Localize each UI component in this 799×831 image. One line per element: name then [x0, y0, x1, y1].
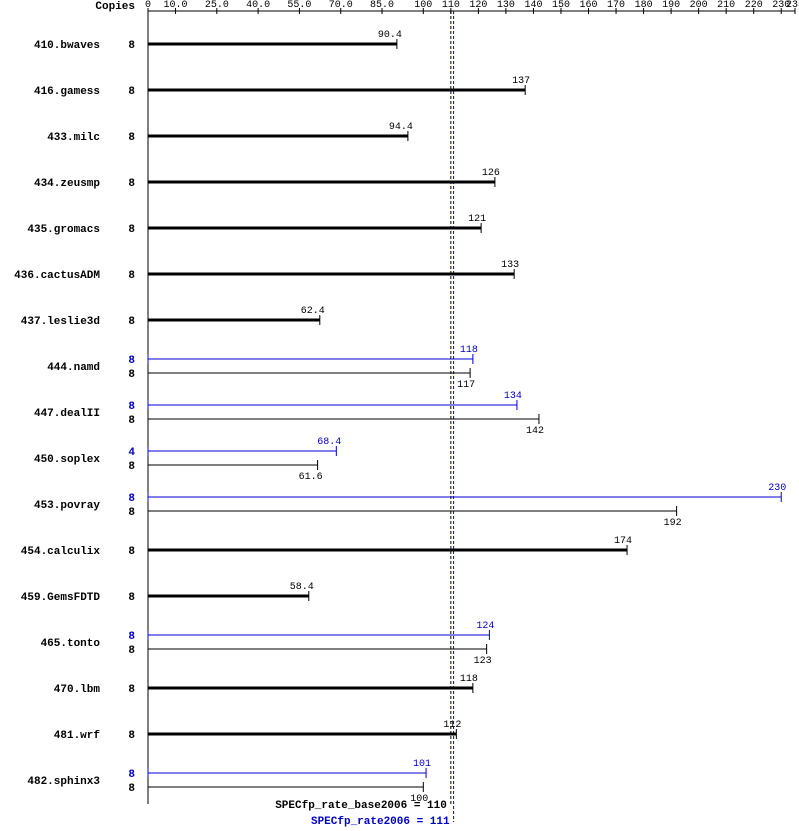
bar-value-label: 137	[512, 76, 530, 87]
bar-value-label: 121	[468, 214, 486, 225]
benchmark-label: 450.soplex	[34, 454, 100, 466]
bar-value-label: 124	[476, 621, 494, 632]
copies-value: 8	[128, 86, 135, 98]
axis-tick-label: 25.0	[205, 0, 229, 11]
copies-value: 8	[128, 224, 135, 236]
benchmark-label: 436.cactusADM	[14, 270, 100, 282]
axis-tick-label: 120	[469, 0, 487, 11]
benchmark-label: 444.namd	[47, 362, 100, 374]
bar-value-label: 134	[504, 391, 522, 402]
axis-tick-label: 200	[690, 0, 708, 11]
benchmark-label: 465.tonto	[41, 638, 101, 650]
peak-reference-label: SPECfp_rate2006 = 111	[311, 816, 450, 828]
axis-tick-label: 220	[745, 0, 763, 11]
bar-value-label: 68.4	[317, 437, 341, 448]
axis-tick-label: 235	[786, 0, 799, 11]
copies-value: 8	[128, 40, 135, 52]
axis-tick-label: 170	[607, 0, 625, 11]
axis-tick-label: 70.0	[329, 0, 353, 11]
copies-value-base: 8	[128, 369, 135, 381]
bar-value-label: 117	[457, 380, 475, 391]
copies-value-base: 8	[128, 783, 135, 795]
bar-value-label: 118	[460, 345, 478, 356]
benchmark-label: 433.milc	[47, 132, 100, 144]
bar-value-label: 62.4	[301, 306, 325, 317]
bar-value-label: 94.4	[389, 122, 413, 133]
axis-tick-label: 160	[580, 0, 598, 11]
benchmark-label: 435.gromacs	[27, 224, 100, 236]
benchmark-label: 410.bwaves	[34, 40, 100, 52]
copies-value-base: 8	[128, 507, 135, 519]
axis-tick-label: 190	[662, 0, 680, 11]
axis-tick-label: 130	[497, 0, 515, 11]
benchmark-label: 434.zeusmp	[34, 178, 100, 190]
copies-value: 8	[128, 730, 135, 742]
axis-tick-label: 140	[524, 0, 542, 11]
bar-value-label: 101	[413, 759, 431, 770]
bar-value-label: 118	[460, 674, 478, 685]
copies-value: 8	[128, 592, 135, 604]
copies-header: Copies	[95, 1, 135, 13]
copies-value: 8	[128, 270, 135, 282]
bar-value-label: 126	[482, 168, 500, 179]
bar-value-label: 90.4	[378, 30, 402, 41]
bar-value-label: 123	[474, 656, 492, 667]
benchmark-label: 482.sphinx3	[27, 776, 100, 788]
copies-value: 8	[128, 316, 135, 328]
copies-value-base: 8	[128, 461, 135, 473]
bar-value-label: 61.6	[299, 472, 323, 483]
copies-value-peak: 8	[128, 355, 135, 367]
benchmark-label: 416.gamess	[34, 86, 100, 98]
bar-value-label: 58.4	[290, 582, 314, 593]
axis-tick-label: 40.0	[246, 0, 270, 11]
copies-value: 8	[128, 178, 135, 190]
copies-value-peak: 8	[128, 769, 135, 781]
bar-value-label: 142	[526, 426, 544, 437]
axis-tick-label: 55.0	[287, 0, 311, 11]
axis-tick-label: 0	[145, 0, 151, 11]
spec-rate-chart: 0 10.0 25.0 40.0 55.0 70.0 85.0 100 110 120 130 140…	[0, 0, 799, 831]
copies-value-peak: 8	[128, 401, 135, 413]
bar-value-label: 230	[768, 483, 786, 494]
copies-value-base: 8	[128, 415, 135, 427]
copies-value: 8	[128, 546, 135, 558]
copies-value: 8	[128, 132, 135, 144]
benchmark-label: 470.lbm	[54, 684, 101, 696]
axis-tick-label: 85.0	[370, 0, 394, 11]
copies-value-peak: 4	[128, 447, 135, 459]
axis-tick-label: 150	[552, 0, 570, 11]
benchmark-label: 453.povray	[34, 500, 100, 512]
axis-tick-label: 10.0	[164, 0, 188, 11]
benchmark-label: 454.calculix	[21, 546, 101, 558]
copies-value-base: 8	[128, 645, 135, 657]
bar-value-label: 192	[664, 518, 682, 529]
copies-value-peak: 8	[128, 631, 135, 643]
axis-tick-label: 210	[717, 0, 735, 11]
benchmark-label: 481.wrf	[54, 730, 101, 742]
copies-value: 8	[128, 684, 135, 696]
benchmark-label: 459.GemsFDTD	[21, 592, 101, 604]
axis-tick-label: 180	[635, 0, 653, 11]
axis-tick-label: 100	[414, 0, 432, 11]
bar-value-label: 133	[501, 260, 519, 271]
axis-tick-label: 110	[442, 0, 460, 11]
bar-value-label: 174	[614, 536, 632, 547]
copies-value-peak: 8	[128, 493, 135, 505]
benchmark-label: 447.dealII	[34, 408, 100, 420]
base-reference-label: SPECfp_rate_base2006 = 110	[275, 800, 447, 812]
benchmark-label: 437.leslie3d	[21, 316, 100, 328]
bar-value-label: 112	[443, 720, 461, 731]
